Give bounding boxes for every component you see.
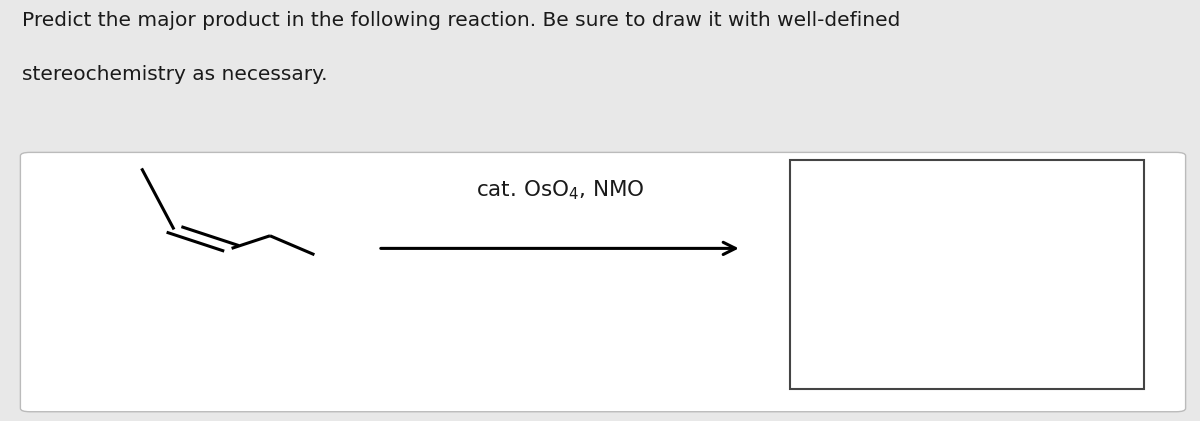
FancyBboxPatch shape	[20, 152, 1186, 412]
Text: Predict the major product in the following reaction. Be sure to draw it with wel: Predict the major product in the followi…	[22, 11, 900, 29]
Text: cat. OsO$_4$, NMO: cat. OsO$_4$, NMO	[476, 179, 644, 202]
Bar	[790, 160, 1144, 389]
Text: stereochemistry as necessary.: stereochemistry as necessary.	[22, 65, 328, 84]
